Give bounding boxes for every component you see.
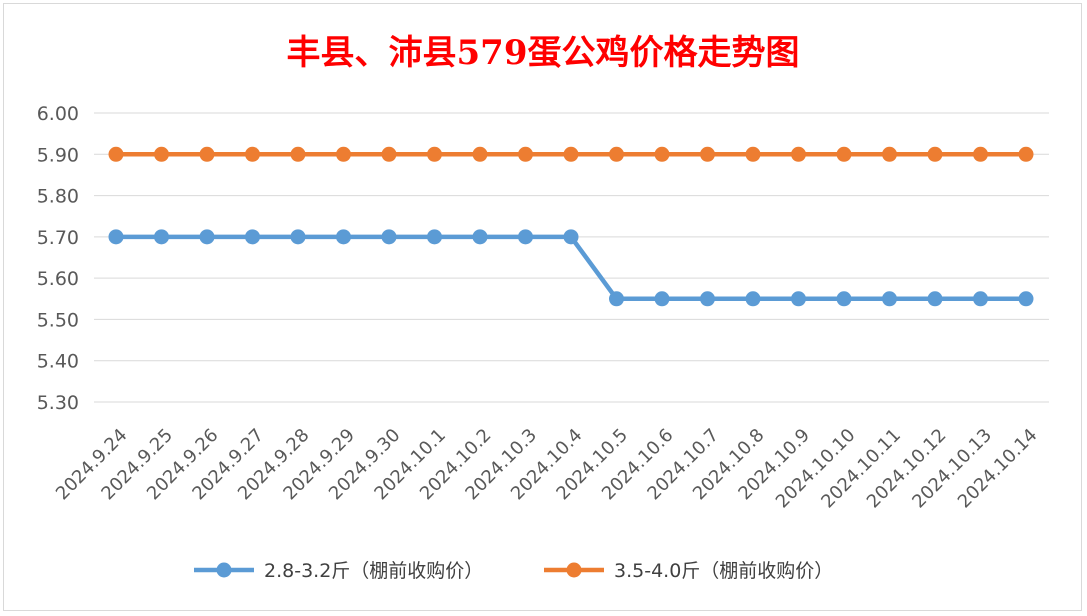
data-point [609,291,624,307]
data-point [700,146,715,162]
y-axis-ticks: 6.00 5.90 5.80 5.70 5.60 5.50 5.40 5.30 [37,103,79,414]
y-tick-label: 5.90 [37,144,79,166]
y-tick-label: 5.60 [37,268,79,290]
data-point [882,291,897,307]
data-point [199,229,215,245]
data-point [290,146,306,162]
data-point [927,146,943,162]
data-point [1018,146,1034,162]
data-point [336,229,351,245]
data-point [108,229,124,245]
data-point [245,229,260,245]
data-point [108,146,124,162]
data-point [609,146,624,162]
x-axis-ticks: 2024.9.242024.9.252024.9.262024.9.272024… [52,425,1042,513]
data-point [745,146,761,162]
data-point [154,229,169,245]
y-tick-label: 5.70 [37,227,79,249]
data-point [927,291,943,307]
data-point [973,146,988,162]
data-point [836,146,852,162]
chart-area[interactable]: 丰县、沛县579蛋公鸡价格走势图 6.00 5.90 5.80 5.70 5.60 5.5… [3,3,1082,611]
data-point [654,146,670,162]
data-point [700,291,715,307]
data-point [381,229,397,245]
data-point [290,229,306,245]
data-point [973,291,988,307]
data-point [154,146,169,162]
data-point [836,291,852,307]
data-point [882,146,897,162]
series-line-1 [116,234,1026,302]
legend-marker-2 [566,562,582,578]
series-lines [108,146,1034,307]
data-point [472,146,488,162]
y-tick-label: 5.50 [37,309,79,331]
y-tick-label: 5.40 [37,351,79,373]
data-point [472,229,488,245]
legend-marker-1 [216,562,232,578]
data-point [427,229,442,245]
y-tick-label: 5.80 [37,186,79,208]
data-point [381,146,397,162]
data-point [518,229,533,245]
data-point [745,291,761,307]
legend[interactable]: 2.8-3.2斤（棚前收购价） 3.5-4.0斤（棚前收购价） [194,560,833,582]
data-point [654,291,670,307]
data-point [563,146,579,162]
data-point [518,146,533,162]
data-point [336,146,351,162]
legend-label-2: 3.5-4.0斤（棚前收购价） [614,560,833,582]
data-point [427,146,442,162]
data-point [1018,291,1034,307]
data-point [791,146,806,162]
y-tick-label: 6.00 [37,103,79,125]
data-point [563,229,579,245]
chart-title: 丰县、沛县579蛋公鸡价格走势图 [287,33,800,73]
data-point [791,291,806,307]
y-tick-label: 5.30 [37,392,79,414]
data-point [245,146,260,162]
data-point [199,146,215,162]
line-chart: 丰县、沛县579蛋公鸡价格走势图 6.00 5.90 5.80 5.70 5.60 5.5… [37,33,1049,582]
legend-label-1: 2.8-3.2斤（棚前收购价） [264,560,483,582]
